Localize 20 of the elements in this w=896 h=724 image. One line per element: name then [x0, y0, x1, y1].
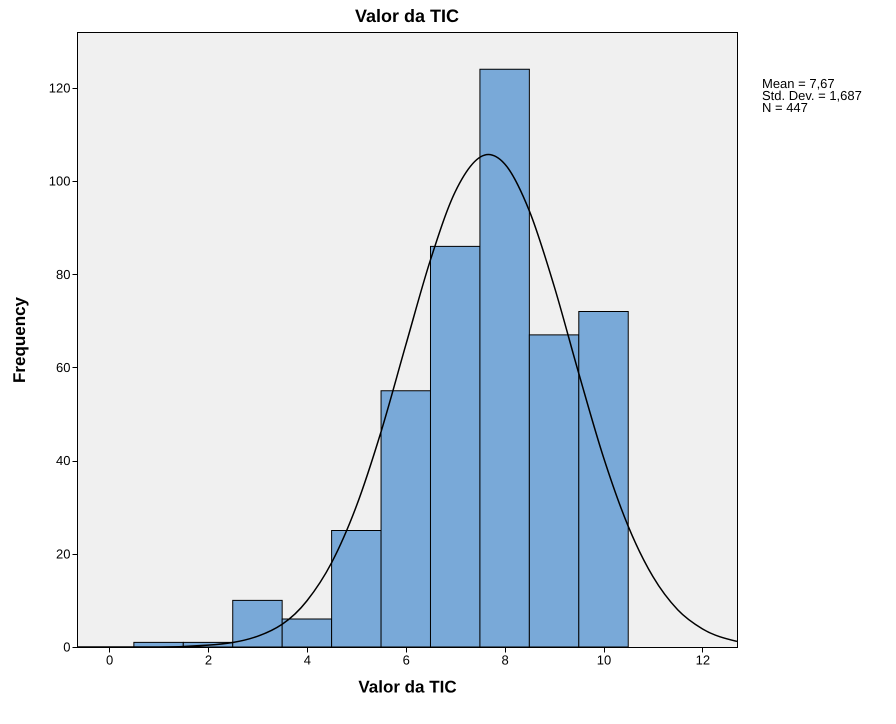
y-tick-label: 60	[56, 360, 70, 375]
y-axis-title: Frequency	[10, 296, 29, 383]
x-tick-label: 2	[204, 652, 212, 668]
y-tick-label: 100	[48, 174, 70, 189]
y-tick-label: 80	[56, 266, 70, 282]
x-tick-label: 4	[304, 652, 312, 668]
text: Mean = 7,67	[762, 76, 835, 91]
chart-title: Valor da TIC	[354, 6, 460, 26]
y-tick-label: 120	[48, 80, 70, 96]
text: Std. Dev. = 1,687	[762, 88, 862, 103]
x-tick-label: 12	[696, 652, 710, 668]
x-tick-label: 8	[502, 652, 509, 668]
x-tick-label: 10	[596, 652, 612, 668]
x-axis-title: Valor da TIC	[358, 678, 457, 696]
y-tick-label: 40	[56, 453, 70, 468]
text: N = 447	[762, 100, 808, 115]
y-tick-label: 20	[56, 546, 70, 562]
y-tick-label: 0	[63, 640, 70, 654]
x-tick-label: 6	[402, 652, 410, 668]
x-tick-label: 0	[106, 652, 114, 668]
